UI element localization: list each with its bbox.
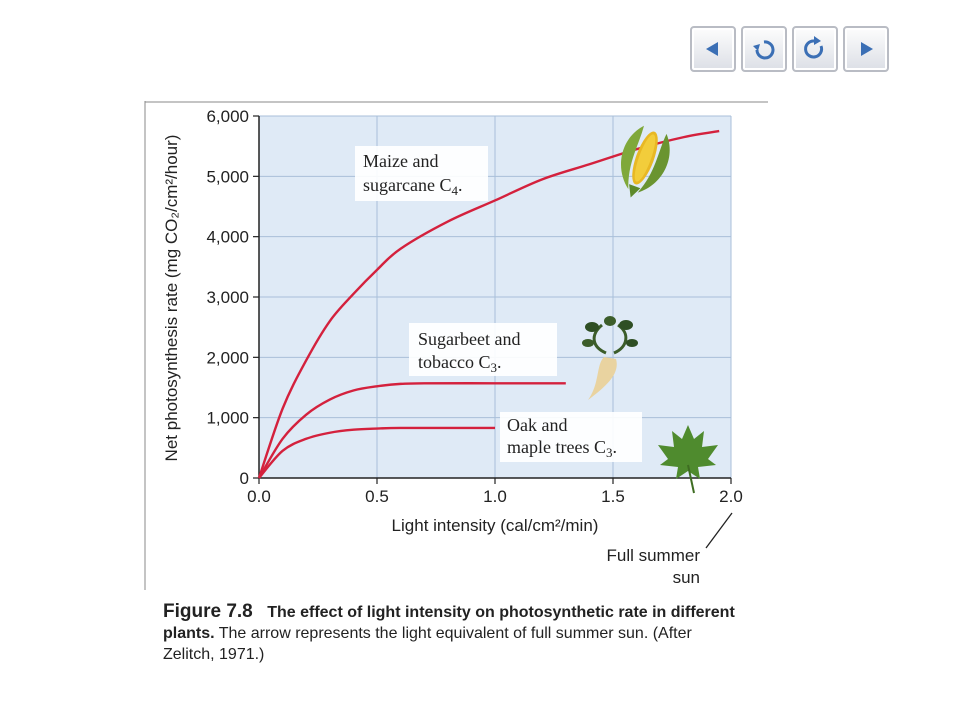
next-slide-button[interactable]	[843, 26, 889, 72]
y-tick-label: 0	[240, 469, 249, 488]
replay-button[interactable]	[792, 26, 838, 72]
corn-illustration	[621, 125, 670, 198]
y-tick-label: 2,000	[206, 348, 249, 367]
maize-label-line1: Maize and	[363, 151, 438, 171]
x-tick-label: 2.0	[719, 487, 743, 506]
sugarbeet-label-line1: Sugarbeet and	[418, 329, 520, 349]
x-tick-label: 1.0	[483, 487, 507, 506]
y-tick-label: 5,000	[206, 167, 249, 186]
sugarbeet-label-line2: tobacco C3.	[418, 352, 501, 375]
series-line-2	[257, 382, 566, 479]
oak-label: Oak and maple trees C3.	[500, 412, 642, 462]
y-tick-label: 3,000	[206, 288, 249, 307]
y-tick-label: 1,000	[206, 409, 249, 428]
full-sun-label-line2: sun	[673, 568, 700, 587]
y-tick-label: 4,000	[206, 228, 249, 247]
x-axis-label: Light intensity (cal/cm²/min)	[392, 516, 599, 535]
circular-arrow-icon	[804, 36, 824, 59]
figure-description: The arrow represents the light equivalen…	[163, 625, 692, 663]
sugarbeet-label: Sugarbeet and tobacco C3.	[409, 323, 557, 376]
slide-navigation	[690, 26, 889, 76]
series-line-3	[258, 426, 495, 479]
tick-labels: 0.0 0.5 1.0 1.5 2.0 0 1,000 2,000 3,000 4,000 5,00…	[206, 107, 742, 506]
maple-leaf-illustration	[658, 425, 718, 494]
triangle-left-icon	[706, 42, 718, 56]
figure-title: The effect of light intensity on photosy…	[163, 604, 735, 642]
full-sun-arrow	[705, 512, 733, 549]
y-tick-label: 6,000	[206, 107, 249, 126]
return-arrow-icon	[753, 40, 775, 60]
x-tick-label: 0.0	[247, 487, 271, 506]
oak-label-line2: maple trees C3.	[507, 437, 617, 460]
sugarbeet-illustration	[582, 316, 638, 400]
x-tick-label: 1.5	[601, 487, 625, 506]
maize-label: Maize and sugarcane C4.	[355, 146, 488, 201]
y-axis-label: Net photosynthesis rate (mg CO₂/cm²/hour…	[162, 135, 181, 462]
figure-number: Figure 7.8	[163, 601, 253, 622]
triangle-right-icon	[861, 42, 873, 56]
figure-caption: Figure 7.8 The effect of light intensity…	[163, 601, 743, 665]
return-button[interactable]	[741, 26, 787, 72]
x-tick-label: 0.5	[365, 487, 389, 506]
photosynthesis-chart: 0.0 0.5 1.0 1.5 2.0 0 1,000 2,000 3,000 4,000 5,00…	[144, 101, 768, 590]
previous-slide-button[interactable]	[690, 26, 736, 72]
full-sun-label-line1: Full summer	[606, 546, 700, 565]
maize-label-line2: sugarcane C4.	[363, 175, 462, 198]
oak-label-line1: Oak and	[507, 415, 567, 435]
